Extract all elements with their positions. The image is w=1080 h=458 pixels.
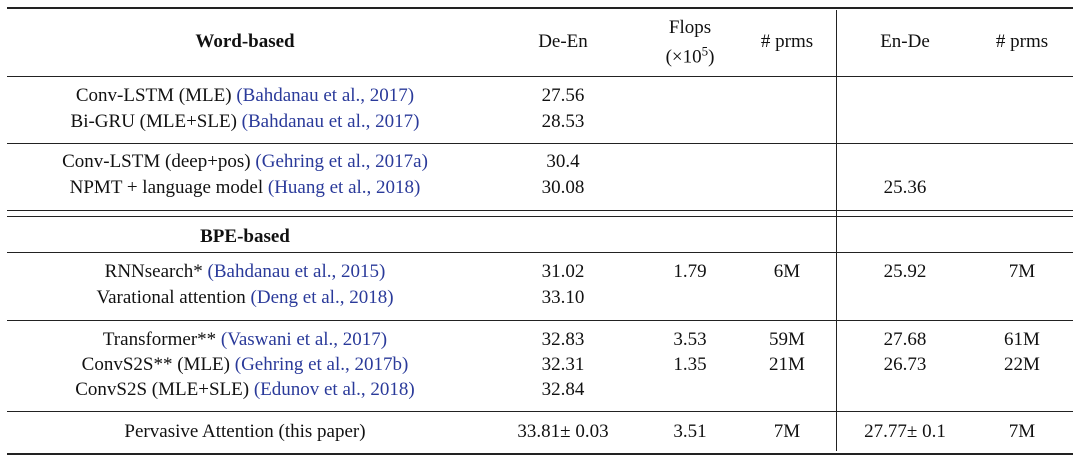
- rule: [7, 411, 1073, 412]
- cell: 32.83: [541, 329, 585, 350]
- cell: 7M: [1008, 261, 1036, 282]
- model-name: RNNsearch* (Bahdanau et al., 2015): [105, 261, 386, 283]
- column-header: (×105): [666, 44, 715, 69]
- cell: 30.4: [546, 151, 580, 172]
- model: Conv-LSTM (MLE): [75, 85, 232, 106]
- model-name: Varational attention (Deng et al., 2018): [96, 287, 393, 309]
- model: RNNsearch*: [104, 261, 203, 282]
- column-header: De-En: [538, 31, 588, 52]
- citation: (Vaswani et al., 2017): [220, 329, 388, 350]
- column-header: # prms: [760, 31, 814, 52]
- cell: 7M: [773, 421, 801, 442]
- model-name: ConvS2S** (MLE) (Gehring et al., 2017b): [82, 354, 409, 376]
- cell: 21M: [769, 354, 805, 375]
- rule: [7, 320, 1073, 321]
- citation: (Bahdanau et al., 2017): [236, 85, 415, 106]
- model-name: Pervasive Attention (this paper): [124, 421, 365, 443]
- column-header: # prms: [995, 31, 1049, 52]
- rule: [7, 210, 1073, 211]
- cell: 27.68: [883, 329, 927, 350]
- model: Transformer**: [102, 329, 217, 350]
- model-name: Conv-LSTM (deep+pos) (Gehring et al., 20…: [62, 151, 428, 173]
- column-separator: [836, 10, 837, 451]
- model-name: NPMT + language model (Huang et al., 201…: [70, 177, 421, 199]
- cell: 25.36: [883, 177, 927, 198]
- cell: 22M: [1004, 354, 1040, 375]
- citation: (Bahdanau et al., 2017): [241, 111, 420, 132]
- column-header: Flops: [668, 17, 712, 38]
- cell: 1.79: [673, 261, 707, 282]
- exponent: 5: [701, 43, 709, 59]
- cell: 3.53: [673, 329, 707, 350]
- citation: (Deng et al., 2018): [250, 287, 394, 308]
- cell: 32.84: [541, 379, 585, 400]
- citation: (Gehring et al., 2017a): [255, 151, 428, 172]
- cell: 7M: [1008, 421, 1036, 442]
- model: NPMT + language model: [69, 177, 264, 198]
- section-title: Word-based: [195, 31, 295, 52]
- rule: [7, 143, 1073, 144]
- cell: 3.51: [673, 421, 707, 442]
- model: ConvS2S (MLE+SLE): [75, 379, 250, 400]
- citation: (Bahdanau et al., 2015): [207, 261, 386, 282]
- column-header: En-De: [880, 31, 930, 52]
- cell: 59M: [769, 329, 805, 350]
- cell: 61M: [1004, 329, 1040, 350]
- citation: (Edunov et al., 2018): [253, 379, 415, 400]
- cell: 30.08: [541, 177, 585, 198]
- cell: 31.02: [541, 261, 585, 282]
- cell: 27.77± 0.1: [864, 421, 946, 442]
- model-name: Transformer** (Vaswani et al., 2017): [103, 329, 387, 351]
- rule: [7, 76, 1073, 77]
- rule: [7, 453, 1073, 455]
- cell: 33.81± 0.03: [517, 421, 609, 442]
- cell: 6M: [773, 261, 801, 282]
- cell: 28.53: [541, 111, 585, 132]
- unit: (×10: [665, 46, 702, 68]
- section-title: BPE-based: [200, 226, 290, 247]
- model: Bi-GRU (MLE+SLE): [70, 111, 237, 132]
- rule: [7, 252, 1073, 253]
- cell: 26.73: [883, 354, 927, 375]
- model: ConvS2S** (MLE): [81, 354, 230, 375]
- citation: (Huang et al., 2018): [267, 177, 421, 198]
- model-name: ConvS2S (MLE+SLE) (Edunov et al., 2018): [75, 379, 415, 401]
- rule: [7, 216, 1073, 217]
- model-name: Bi-GRU (MLE+SLE) (Bahdanau et al., 2017): [71, 111, 420, 133]
- cell: 32.31: [541, 354, 585, 375]
- cell: 27.56: [541, 85, 585, 106]
- citation: (Gehring et al., 2017b): [234, 354, 409, 375]
- cell: 33.10: [541, 287, 585, 308]
- unit: ): [708, 46, 715, 68]
- model-name: Conv-LSTM (MLE) (Bahdanau et al., 2017): [76, 85, 414, 107]
- model: Pervasive Attention (this paper): [124, 421, 366, 442]
- cell: 25.92: [883, 261, 927, 282]
- rule: [7, 7, 1073, 9]
- cell: 1.35: [673, 354, 707, 375]
- model: Conv-LSTM (deep+pos): [62, 151, 251, 172]
- model: Varational attention: [96, 287, 246, 308]
